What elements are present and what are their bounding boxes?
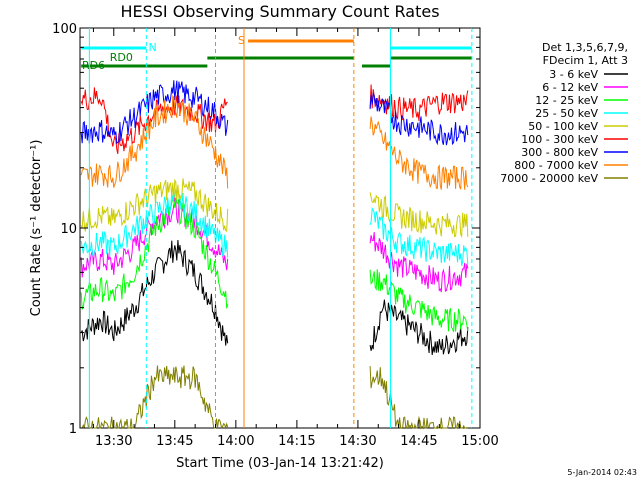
x-tick-label: 13:45 [156, 434, 193, 449]
series-8 [80, 95, 469, 190]
chart-title: HESSI Observing Summary Count Rates [120, 2, 439, 21]
legend-item: 800 - 7000 keV [514, 159, 628, 172]
y-tick-label: 10 [60, 222, 77, 237]
series-line [369, 192, 469, 239]
legend-item: 300 - 800 keV [521, 146, 628, 159]
y-axis-label: Count Rate (s⁻¹ detector⁻¹) [29, 140, 44, 317]
series-line [369, 116, 469, 190]
legend-item: 50 - 100 keV [528, 120, 628, 133]
series-line [80, 80, 229, 145]
series-line [80, 178, 229, 233]
footer-date: 5-Jan-2014 02:43 [567, 468, 637, 477]
legend-item: 7000 - 20000 keV [500, 172, 628, 185]
legend-label: 100 - 300 keV [521, 133, 598, 146]
series-1 [80, 239, 469, 356]
legend-label: 300 - 800 keV [521, 146, 598, 159]
x-tick-label: 13:30 [95, 434, 132, 449]
series-7 [80, 80, 469, 146]
y-tick-label: 100 [52, 22, 77, 37]
legend-header-line-2: FDecim 1, Att 3 [543, 54, 628, 67]
series-3 [80, 196, 469, 333]
x-tick-label: 14:45 [400, 434, 437, 449]
legend-header-line-1: Det 1,3,5,6,7,9, [542, 41, 628, 54]
legend-label: 25 - 50 keV [535, 107, 598, 120]
x-tick-label: 14:15 [278, 434, 315, 449]
series-line [369, 269, 469, 333]
series-6 [80, 84, 469, 155]
series-line [369, 92, 469, 146]
legend-item: 12 - 25 keV [535, 94, 628, 107]
annotation-label: RD0 [110, 51, 133, 64]
legend-label: 12 - 25 keV [535, 94, 598, 107]
series-layer [80, 80, 469, 430]
x-tick-label: 14:30 [339, 434, 376, 449]
legend-label: 50 - 100 keV [528, 120, 598, 133]
x-axis-label: Start Time (03-Jan-14 13:21:42) [176, 456, 384, 471]
x-tick-label: 15:00 [461, 434, 498, 449]
legend-item: 100 - 300 keV [521, 133, 628, 146]
annotation-layer: N S RD0 RD6 [82, 34, 245, 72]
series-line [369, 299, 469, 356]
series-line [369, 206, 469, 266]
y-axis: 1 10 100 [52, 22, 480, 437]
annotation-label: RD6 [82, 59, 105, 72]
legend-item: 25 - 50 keV [535, 107, 628, 120]
x-tick-label: 14:00 [217, 434, 254, 449]
plot-area: N S RD0 RD6 [79, 27, 481, 430]
plot-frame [79, 27, 481, 429]
y-tick-label: 1 [69, 422, 77, 437]
series-line [81, 365, 229, 430]
series-line [80, 196, 229, 310]
state-bars [81, 39, 472, 68]
legend-label: 3 - 6 keV [549, 68, 598, 81]
series-line [80, 95, 229, 189]
series-line [369, 232, 469, 293]
legend-item: 3 - 6 keV [549, 68, 628, 81]
series-4 [80, 187, 469, 266]
legend: Det 1,3,5,6,7,9, FDecim 1, Att 3 3 - 6 k… [500, 41, 628, 185]
legend-label: 6 - 12 keV [542, 81, 598, 94]
annotation-label: N [148, 41, 156, 54]
series-line [80, 239, 229, 346]
legend-label: 7000 - 20000 keV [500, 172, 598, 185]
series-line [369, 84, 469, 121]
series-line [80, 187, 229, 258]
marker-layer [88, 28, 473, 428]
series-5 [80, 178, 469, 239]
series-line [369, 366, 468, 430]
legend-item: 6 - 12 keV [542, 81, 628, 94]
annotation-label: S [238, 34, 245, 47]
x-axis: 13:30 13:45 14:00 14:15 14:30 14:45 15:00 [92, 28, 499, 449]
series-9 [81, 365, 468, 430]
legend-label: 800 - 7000 keV [514, 159, 598, 172]
